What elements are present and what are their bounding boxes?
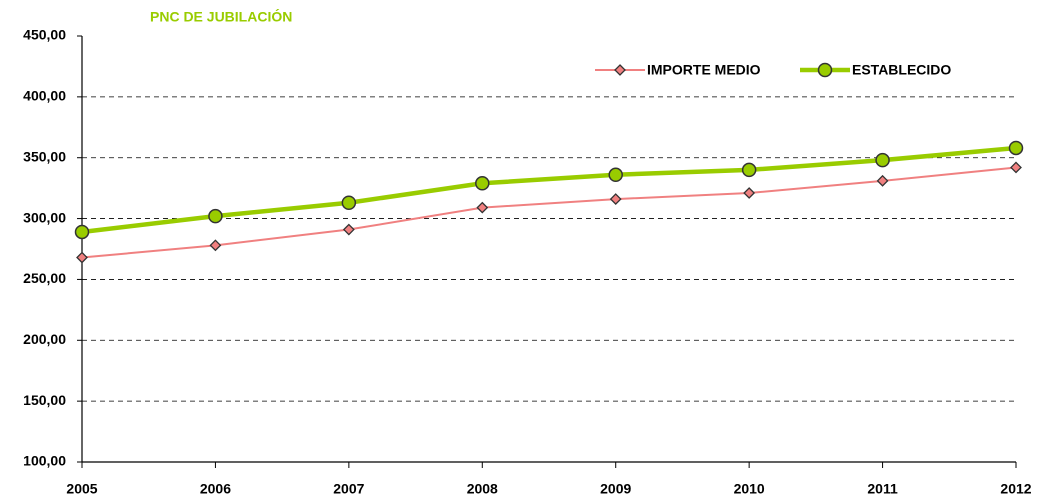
marker bbox=[1008, 140, 1024, 156]
x-tick-label: 2010 bbox=[734, 481, 765, 497]
marker bbox=[876, 174, 889, 187]
marker bbox=[76, 251, 88, 264]
y-tick-label: 300,00 bbox=[23, 209, 66, 225]
x-tick-label: 2012 bbox=[1000, 481, 1031, 497]
x-tick-label: 2006 bbox=[200, 481, 231, 497]
marker bbox=[208, 208, 223, 224]
marker bbox=[475, 176, 490, 191]
marker bbox=[74, 224, 90, 240]
y-tick-label: 150,00 bbox=[23, 392, 66, 408]
marker bbox=[342, 223, 355, 236]
marker bbox=[817, 62, 833, 78]
x-tick-label: 2008 bbox=[467, 481, 498, 497]
y-tick-label: 350,00 bbox=[23, 148, 66, 164]
y-tick-label: 450,00 bbox=[23, 27, 66, 43]
y-tick-label: 200,00 bbox=[23, 331, 66, 347]
y-tick-label: 400,00 bbox=[23, 88, 66, 104]
series-line bbox=[81, 145, 1017, 235]
x-tick-label: 2005 bbox=[66, 481, 97, 497]
y-tick-label: 250,00 bbox=[23, 270, 66, 286]
marker bbox=[608, 167, 623, 183]
x-tick-label: 2009 bbox=[600, 481, 631, 497]
marker bbox=[341, 195, 357, 210]
chart-title: PNC DE JUBILACIÓN bbox=[150, 8, 292, 25]
marker bbox=[614, 64, 626, 76]
series-line bbox=[81, 166, 1017, 259]
x-tick-label: 2007 bbox=[333, 481, 364, 497]
x-tick-label: 2011 bbox=[867, 481, 898, 497]
marker bbox=[209, 239, 222, 252]
legend-label: ESTABLECIDO bbox=[852, 62, 951, 78]
marker bbox=[1010, 161, 1022, 174]
marker bbox=[741, 162, 757, 178]
marker bbox=[476, 201, 489, 214]
marker bbox=[875, 152, 890, 168]
legend-label: IMPORTE MEDIO bbox=[647, 62, 761, 78]
marker bbox=[609, 193, 622, 206]
marker bbox=[743, 187, 756, 199]
y-tick-label: 100,00 bbox=[23, 453, 66, 469]
